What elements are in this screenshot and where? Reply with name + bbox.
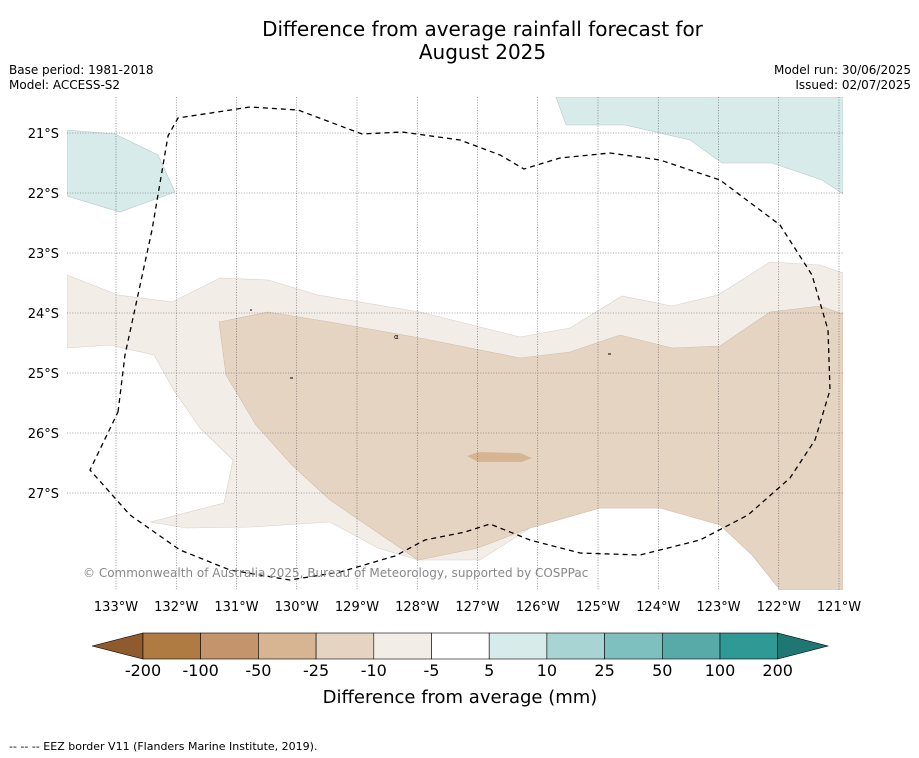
colorbar-segment <box>719 632 779 660</box>
lat-label: 26°S <box>28 427 59 442</box>
wetter-region-northwest <box>67 129 176 213</box>
colorbar-tick-label: 25 <box>594 661 614 680</box>
lat-label: 22°S <box>28 187 59 202</box>
lon-label: 127°W <box>455 600 499 615</box>
colorbar-tick-label: -10 <box>361 661 387 680</box>
longitude-labels: 133°W 132°W 131°W 130°W 129°W 128°W 127°W 126°W… <box>94 600 861 615</box>
drier-region-medium <box>218 305 843 590</box>
lat-label: 27°S <box>28 487 59 502</box>
colorbar-tick-label: -5 <box>424 661 440 680</box>
run-info: Model run: 30/06/2025 Issued: 02/07/2025 <box>774 63 911 93</box>
lon-label: 132°W <box>154 600 198 615</box>
contour-label: α <box>394 333 399 341</box>
issued-date: Issued: 02/07/2025 <box>795 78 911 92</box>
eez-border <box>89 106 831 581</box>
lon-label: 131°W <box>214 600 258 615</box>
colorbar-extend-low <box>91 632 144 660</box>
lon-label: 125°W <box>576 600 620 615</box>
model-name: Model: ACCESS-S2 <box>9 78 121 92</box>
colorbar-tick-label: 10 <box>537 661 557 680</box>
lon-label: 133°W <box>94 600 138 615</box>
lon-label: 123°W <box>696 600 740 615</box>
base-info: Base period: 1981-2018 Model: ACCESS-S2 <box>9 63 154 93</box>
legend-title: Difference from average (mm) <box>323 687 598 708</box>
colorbar-segment <box>315 632 375 660</box>
latitude-labels: 21°S 22°S 23°S 24°S 25°S 26°S 27°S <box>28 127 59 502</box>
colorbar-tick-label: -100 <box>183 661 219 680</box>
model-run-date: Model run: 30/06/2025 <box>773 63 911 77</box>
legend-tick-labels: -200 -100 -50 -25 -10 -5 5 10 25 50 100 200 <box>125 661 793 680</box>
drier-patch <box>467 452 532 462</box>
lon-label: 121°W <box>817 600 861 615</box>
copyright-notice: © Commonwealth of Australia 2025, Bureau… <box>83 566 588 580</box>
lon-label: 124°W <box>636 600 680 615</box>
lon-label: 130°W <box>275 600 319 615</box>
graticule <box>67 97 843 590</box>
colorbar-segment <box>431 632 490 660</box>
title-line-2: August 2025 <box>418 40 547 64</box>
colorbar-segment <box>604 632 663 660</box>
legend-colorbar <box>91 632 830 660</box>
lon-label: 128°W <box>395 600 439 615</box>
lat-label: 23°S <box>28 247 59 262</box>
colorbar-tick-label: 50 <box>652 661 672 680</box>
colorbar-segment <box>258 632 317 660</box>
lat-label: 21°S <box>28 127 59 142</box>
base-period: Base period: 1981-2018 <box>9 63 154 77</box>
colorbar-tick-label: -25 <box>303 661 329 680</box>
chart-title: Difference from average rainfall forecas… <box>0 18 919 64</box>
colorbar-tick-label: -200 <box>125 661 161 680</box>
wetter-region-northeast <box>555 97 843 195</box>
lon-label: 122°W <box>757 600 801 615</box>
colorbar-tick-label: 200 <box>762 661 793 680</box>
colorbar-tick-label: 5 <box>484 661 494 680</box>
colorbar-extend-high <box>777 632 830 660</box>
lat-label: 25°S <box>28 367 59 382</box>
colorbar-segment <box>546 632 605 660</box>
eez-footnote: -- -- -- EEZ border V11 (Flanders Marine… <box>9 740 318 753</box>
map-area: α © Commonwealth of Australia 2025, Bure… <box>67 97 843 590</box>
colorbar-segment <box>142 632 202 660</box>
colorbar-tick-label: 100 <box>705 661 736 680</box>
lat-label: 24°S <box>28 307 59 322</box>
colorbar-segment <box>488 632 548 660</box>
colorbar-segment <box>200 632 259 660</box>
title-line-1: Difference from average rainfall forecas… <box>262 17 703 41</box>
colorbar-tick-label: -50 <box>245 661 271 680</box>
lon-label: 129°W <box>335 600 379 615</box>
colorbar-segment <box>661 632 721 660</box>
colorbar-segment <box>373 632 432 660</box>
lon-label: 126°W <box>516 600 560 615</box>
